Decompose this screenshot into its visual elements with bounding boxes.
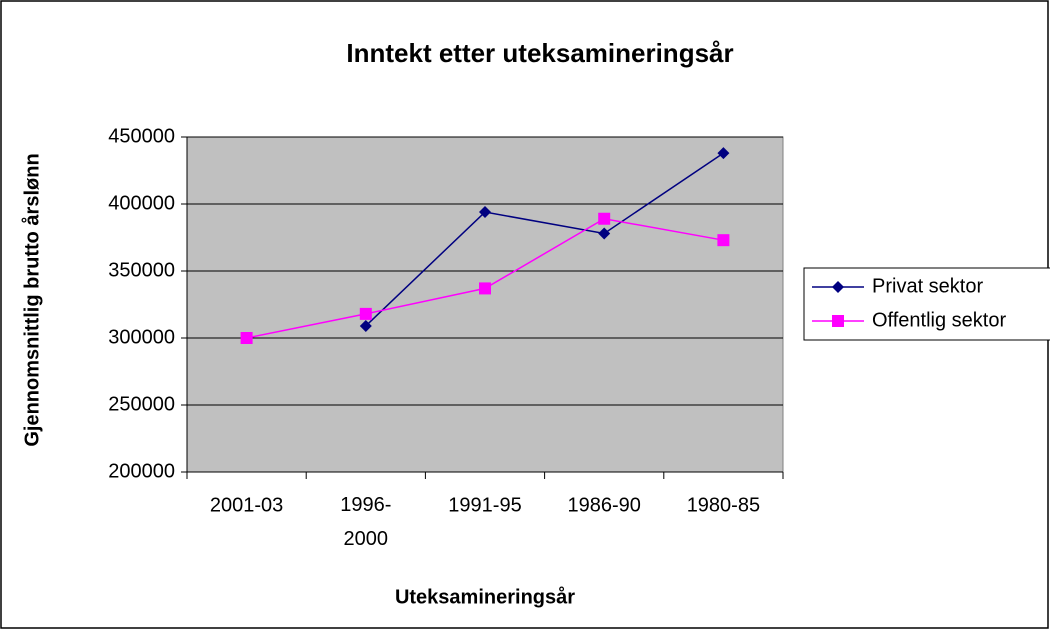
y-tick-label: 300000 [108, 326, 175, 348]
data-point [598, 212, 611, 225]
y-axis-label: Gjennomsnittlig brutto årslønn [20, 153, 43, 446]
x-tick-label: 1986-90 [567, 494, 640, 516]
y-tick-label: 400000 [108, 192, 175, 214]
x-axis-label: Uteksamineringsår [395, 585, 575, 608]
y-tick-label: 200000 [108, 460, 175, 482]
data-point [479, 282, 491, 295]
plot-area [186, 136, 784, 473]
x-tick-label: 2001-03 [210, 494, 283, 516]
data-point [359, 319, 372, 332]
chart-title: Inntekt etter uteksamineringsår [346, 38, 733, 68]
legend-marker [832, 315, 844, 327]
data-point [717, 147, 730, 160]
x-tick-label: 1980-85 [687, 494, 760, 516]
legend-marker [832, 281, 844, 293]
legend-label: Privat sektor [872, 275, 983, 297]
data-point [240, 332, 253, 344]
y-tick-label: 350000 [108, 259, 175, 281]
y-tick-label: 450000 [108, 125, 175, 147]
data-point [598, 227, 611, 240]
legend-label: Offentlig sektor [872, 309, 1006, 331]
x-tick-label: 1991-95 [448, 494, 521, 516]
y-tick-label: 250000 [108, 393, 175, 415]
data-point [359, 307, 372, 320]
data-point [717, 234, 730, 247]
data-point [479, 206, 491, 219]
legend [803, 267, 1050, 341]
x-tick-label: 1996-2000 [340, 494, 391, 550]
series-line [365, 152, 724, 327]
